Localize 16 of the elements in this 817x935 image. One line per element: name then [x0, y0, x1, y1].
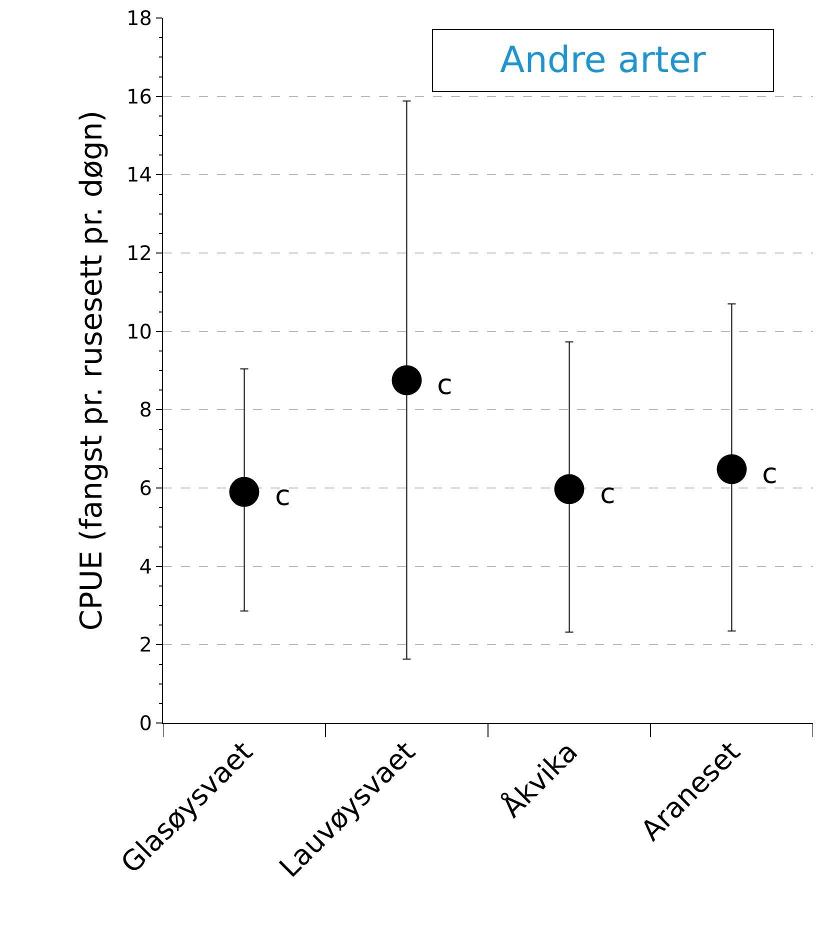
- annotation: c: [600, 477, 616, 510]
- y-tick-label: 16: [126, 84, 152, 108]
- y-tick-label: 6: [139, 476, 152, 500]
- y-tick-label: 18: [126, 6, 152, 30]
- annotation: c: [275, 479, 290, 512]
- y-tick-label: 14: [126, 162, 152, 187]
- y-tick-label: 4: [139, 554, 152, 578]
- y-tick-label: 10: [126, 319, 152, 344]
- annotation: c: [762, 457, 778, 490]
- y-tick-label: 2: [139, 632, 152, 657]
- annotation: c: [437, 368, 452, 401]
- y-tick-label: 12: [126, 241, 152, 265]
- y-tick-label: 0: [139, 711, 152, 735]
- y-axis-title: CPUE (fangst pr. rusesett pr. døgn): [74, 110, 110, 631]
- y-tick-label: 8: [139, 398, 152, 422]
- text: Andre arter: [500, 40, 706, 81]
